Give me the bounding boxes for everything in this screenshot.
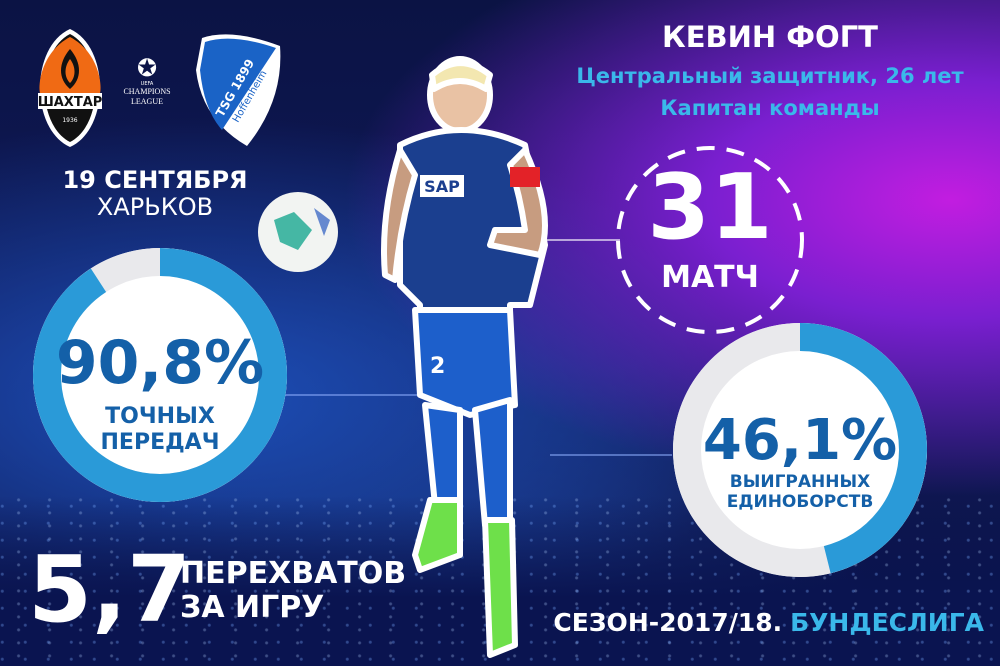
svg-text:ШАХТАР: ШАХТАР <box>38 95 103 110</box>
duels-donut-chart <box>673 323 927 577</box>
interceptions-label-1: ПЕРЕХВАТОВ <box>180 556 407 591</box>
player-photo: SAP 2 <box>381 56 548 658</box>
matches-count: 31 <box>647 155 773 260</box>
sponsor-badge <box>420 175 464 197</box>
player-position: Центральный защитник, 26 лет <box>576 64 964 88</box>
passes-ring-fill <box>33 248 287 502</box>
matches-dashed-circle <box>616 146 804 334</box>
match-date: 19 СЕНТЯБРЯ <box>62 166 248 194</box>
passes-label-1: ТОЧНЫХ <box>105 404 215 429</box>
duels-ring-fill <box>673 323 927 577</box>
svg-text:SAP: SAP <box>424 177 460 196</box>
football-icon <box>258 192 338 272</box>
interceptions-label-2: ЗА ИГРУ <box>180 590 325 625</box>
svg-text:1936: 1936 <box>62 117 77 124</box>
svg-text:2: 2 <box>430 354 445 379</box>
passes-label-2: ПЕРЕДАЧ <box>100 430 220 455</box>
season-years: СЕЗОН-2017/18. <box>553 608 783 637</box>
passes-donut-chart <box>33 248 287 502</box>
matches-label: МАТЧ <box>661 260 759 295</box>
starball-icon: ✪ <box>136 54 158 82</box>
hoffenheim-logo: TSG 1899 Hoffenheim <box>196 34 281 146</box>
passes-percent: 90,8% <box>55 328 265 398</box>
shakhtar-logo: ШАХТАР 1936 <box>38 29 103 147</box>
duels-label-2: ЕДИНОБОРСТВ <box>726 492 874 512</box>
player-role: Капитан команды <box>660 96 880 120</box>
champions-league-logo: ✪ UEFA CHAMPIONS LEAGUE <box>112 55 182 107</box>
league-name: БУНДЕСЛИГА <box>790 608 984 637</box>
interceptions-value: 5,7 <box>28 536 191 643</box>
duels-percent: 46,1% <box>702 408 898 473</box>
match-city: ХАРЬКОВ <box>96 193 214 221</box>
season-info: СЕЗОН-2017/18. БУНДЕСЛИГА <box>553 608 984 637</box>
duels-label-1: ВЫИГРАННЫХ <box>729 472 871 492</box>
captain-armband <box>510 167 540 187</box>
player-name: КЕВИН ФОГТ <box>662 20 878 54</box>
